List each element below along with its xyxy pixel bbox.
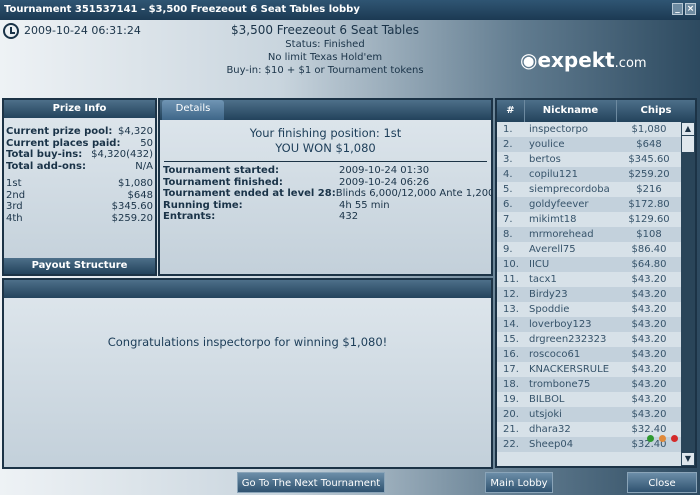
scroll-thumb[interactable] — [682, 136, 694, 152]
datetime: 2009-10-24 06:31:24 — [24, 24, 141, 37]
close-button[interactable]: Close — [627, 472, 697, 493]
tournament-name: $3,500 Freezeout 6 Seat Tables — [230, 23, 420, 37]
player-row[interactable]: 4. copilu121 $259.20 — [497, 167, 681, 182]
player-row[interactable]: 2. youlice $648 — [497, 137, 681, 152]
player-row[interactable]: 19. BILBOL $43.20 — [503, 394, 667, 405]
detail-row: Tournament finished: 2009-10-24 06:26 — [163, 176, 430, 188]
player-row[interactable]: 22. Sheep04 $32.40 — [497, 437, 681, 452]
player-row[interactable]: 12. Birdy23 $43.20 — [497, 287, 681, 302]
tab-details[interactable]: Details — [162, 100, 224, 120]
title-bar: Tournament 351537141 - $3,500 Freezeout … — [0, 0, 700, 20]
prize-stat: Total add-ons: N/A — [6, 160, 153, 172]
prize-stat: Current prize pool: $4,320 — [6, 126, 153, 137]
payout-structure-button[interactable]: Payout Structure — [4, 258, 155, 274]
finishing-position: Your finishing position: 1st — [249, 126, 402, 140]
header: 2009-10-24 06:31:24 $3,500 Freezeout 6 S… — [0, 20, 700, 97]
col-chips[interactable]: Chips — [640, 105, 672, 116]
player-row[interactable]: 11. tacx1 $43.20 — [503, 274, 667, 285]
status-green-icon — [647, 435, 654, 442]
status: Status: Finished — [285, 39, 365, 50]
prize-info-panel: Prize Info Current prize pool: $4,320 Curr… — [2, 98, 157, 276]
window-title: Tournament 351537141 - $3,500 Freezeout … — [4, 4, 360, 15]
details-panel: Details Your finishing position: 1st YOU… — [158, 98, 493, 276]
players-list: # Nickname Chips 1. inspectorpo $1,080 2. youl… — [495, 98, 697, 468]
status-red-icon — [671, 435, 678, 442]
scroll-up-icon[interactable]: ▲ — [682, 123, 694, 135]
prize-info-title: Prize Info — [4, 100, 155, 118]
scrollbar[interactable]: ▲ ▼ — [681, 122, 695, 466]
congratulations-message: Congratulations inspectorpo for winning … — [107, 335, 388, 349]
player-row[interactable]: 3. bertos $345.60 — [503, 154, 670, 165]
prize-place: 1st $1,080 — [6, 178, 153, 189]
player-row[interactable]: 10. IICU $64.80 — [497, 257, 681, 272]
player-row[interactable]: 21. dhara32 $32.40 — [503, 424, 667, 435]
player-row[interactable]: 1. inspectorpo $1,080 — [503, 124, 667, 135]
main-lobby-button[interactable]: Main Lobby — [485, 472, 553, 493]
prize-stat: Current places paid: 50 — [6, 137, 153, 149]
player-row[interactable]: 6. goldyfeever $172.80 — [497, 197, 681, 212]
detail-row: Tournament started: 2009-10-24 01:30 — [163, 165, 430, 176]
prize-stat: Total buy-ins: $4,320(432) — [6, 149, 153, 160]
minimize-button[interactable]: _ — [672, 3, 683, 15]
player-row[interactable]: 13. Spoddie $43.20 — [503, 304, 667, 315]
player-row[interactable]: 14. loverboy123 $43.20 — [497, 317, 681, 332]
player-row[interactable]: 17. KNACKERSRULE $43.20 — [503, 364, 667, 375]
status-orange-icon — [659, 435, 666, 442]
clock-icon — [3, 23, 19, 39]
player-row[interactable]: 16. roscoco61 $43.20 — [497, 347, 681, 362]
next-tournament-button[interactable]: Go To The Next Tournament — [237, 472, 385, 493]
game-type: No limit Texas Hold'em — [267, 52, 383, 63]
detail-row: Entrants: 432 — [163, 211, 359, 222]
won-amount: YOU WON $1,080 — [275, 141, 376, 155]
prize-place: 2nd $648 — [6, 189, 153, 201]
player-row[interactable]: 15. drgreen232323 $43.20 — [503, 334, 667, 345]
col-nickname[interactable]: Nickname — [525, 100, 617, 122]
message-panel: Congratulations inspectorpo for winning … — [2, 278, 493, 469]
expekt-logo: ◉expekt.com — [520, 48, 647, 72]
buy-in: Buy-in: $10 + $1 or Tournament tokens — [226, 65, 424, 76]
player-row[interactable]: 8. mrmorehead $108 — [497, 227, 681, 242]
scroll-down-icon[interactable]: ▼ — [682, 453, 694, 465]
detail-row: Running time: 4h 55 min — [163, 199, 390, 211]
col-rank[interactable]: # — [497, 100, 525, 122]
prize-place: 3rd $345.60 — [6, 201, 153, 212]
player-row[interactable]: 20. utsjoki $43.20 — [497, 407, 681, 422]
player-row[interactable]: 5. siemprecordoba $216 — [503, 184, 662, 195]
player-row[interactable]: 9. Averell75 $86.40 — [503, 244, 667, 255]
detail-row: Tournament ended at level 28: Blinds 6,00… — [163, 188, 491, 199]
player-row[interactable]: 18. trombone75 $43.20 — [497, 377, 681, 392]
player-row[interactable]: 7. mikimt18 $129.60 — [503, 214, 670, 225]
close-window-button[interactable]: × — [685, 3, 696, 15]
prize-place: 4th $259.20 — [6, 212, 153, 224]
